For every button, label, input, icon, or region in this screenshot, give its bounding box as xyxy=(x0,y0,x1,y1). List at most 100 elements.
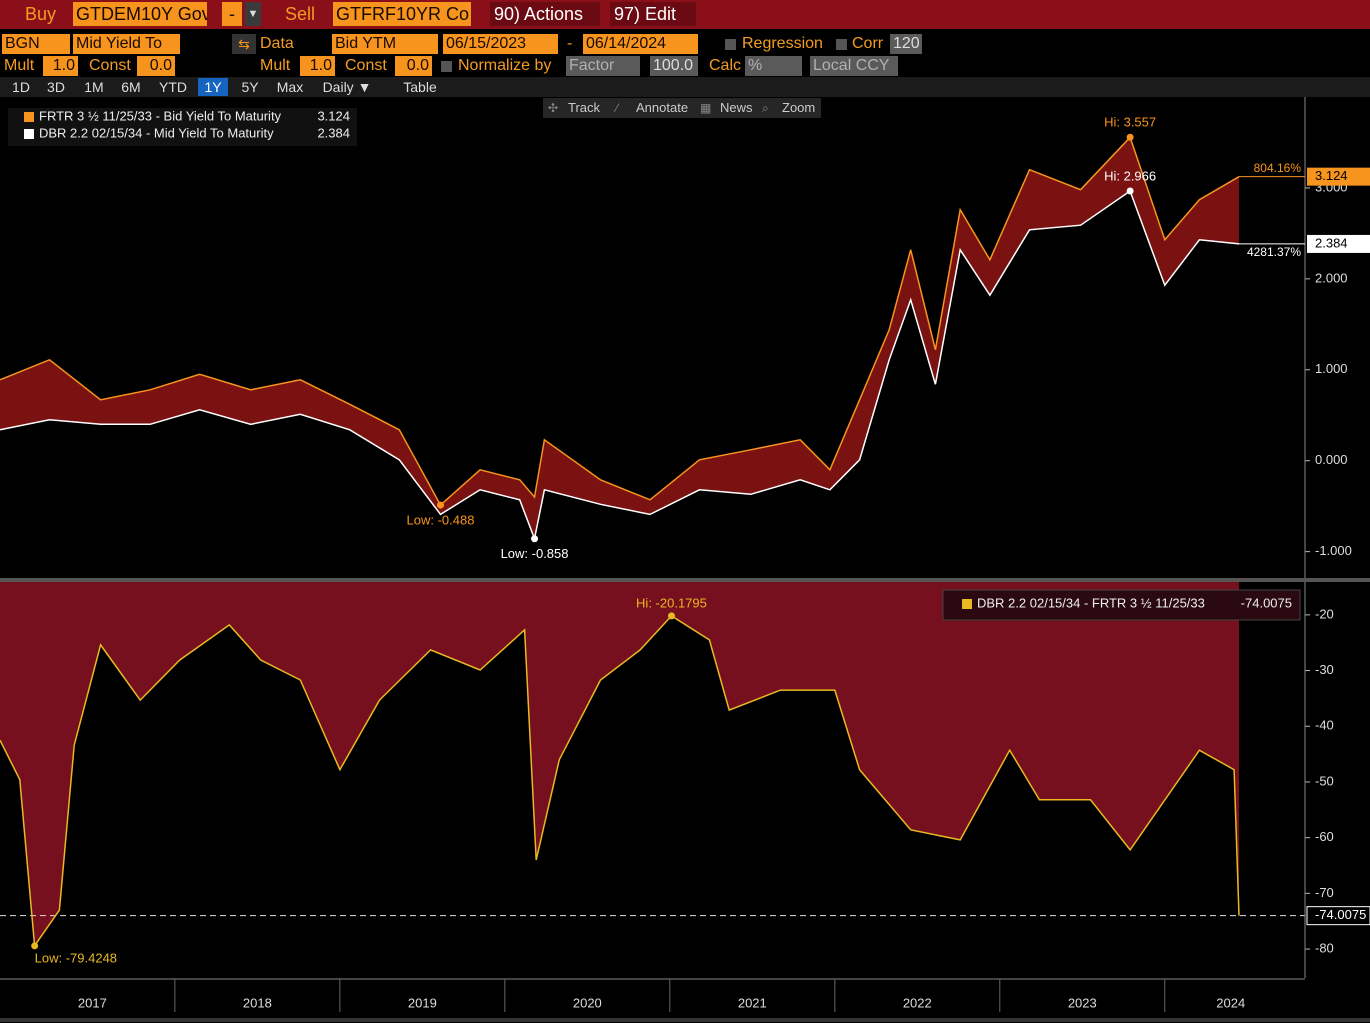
legend-value: 3.124 xyxy=(317,108,350,123)
period-button[interactable]: Max xyxy=(276,79,304,95)
spread-area xyxy=(0,582,1239,946)
last-value-label: -74.0075 xyxy=(1315,907,1366,922)
tool-button[interactable]: Annotate xyxy=(636,100,689,115)
x-tick-label: 2017 xyxy=(78,995,107,1010)
period-button[interactable]: 1D xyxy=(12,79,30,95)
edit-menu[interactable]: 97) Edit xyxy=(610,2,696,26)
const-field[interactable]: 0.0 xyxy=(395,56,432,76)
const-label: Const xyxy=(345,57,387,74)
y-tick-label: 0.000 xyxy=(1315,452,1348,467)
normalize-label: Normalize by xyxy=(458,57,552,74)
data-label: Data xyxy=(260,35,294,52)
period-button[interactable]: Daily ▼ xyxy=(322,79,372,95)
y-tick-label: -60 xyxy=(1315,829,1334,844)
period-button[interactable]: 6M xyxy=(121,79,141,95)
data-icon[interactable]: ⇆ xyxy=(232,34,256,54)
field2[interactable]: Bid YTM xyxy=(332,34,438,54)
period-button[interactable]: 3D xyxy=(47,79,65,95)
calc-label: Calc xyxy=(709,57,742,74)
last-value-box xyxy=(1306,906,1370,926)
legend-box xyxy=(8,108,357,146)
end-date[interactable]: 06/14/2024 xyxy=(583,34,698,54)
sell-label[interactable]: Sell xyxy=(285,4,316,24)
dropdown[interactable]: ▼ xyxy=(245,2,261,26)
period-button[interactable]: Table xyxy=(403,79,437,95)
factor-field[interactable]: Factor xyxy=(566,56,640,76)
legend-label: DBR 2.2 02/15/34 - FRTR 3 ½ 11/25/33 xyxy=(977,595,1205,610)
extreme-label: Low: -79.4248 xyxy=(35,950,117,965)
corr-check[interactable] xyxy=(836,39,847,50)
actions-menu[interactable]: 90) Actions xyxy=(490,2,600,26)
extreme-label: Low: -0.488 xyxy=(407,513,475,528)
period-button[interactable]: 1Y xyxy=(198,78,228,96)
change-label: 804.16% xyxy=(1254,161,1302,175)
spread-band xyxy=(0,137,1239,539)
buy-label[interactable]: Buy xyxy=(25,4,57,24)
factor-value[interactable]: 100.0 xyxy=(650,56,698,76)
legend-swatch xyxy=(24,112,34,122)
legend-swatch xyxy=(24,129,34,139)
x-tick-label: 2019 xyxy=(408,995,437,1010)
last-value-label: 2.384 xyxy=(1315,235,1348,250)
buy-ticker[interactable]: GTDEM10Y Gov xyxy=(73,2,207,26)
change-label: 4281.37% xyxy=(1247,245,1301,259)
x-tick-label: 2024 xyxy=(1216,995,1245,1010)
y-tick-label: -1.000 xyxy=(1315,543,1352,558)
field1[interactable]: Mid Yield To xyxy=(73,34,180,54)
mult-field[interactable]: 1.0 xyxy=(300,56,335,76)
y-tick-label: -80 xyxy=(1315,940,1334,955)
tool-icon: ⌕ xyxy=(762,101,769,115)
sell-ticker[interactable]: GTFRF10YR Co xyxy=(333,2,471,26)
series-line xyxy=(0,135,1240,507)
period-button[interactable]: 1M xyxy=(84,79,104,95)
extreme-marker xyxy=(436,501,444,509)
source-field[interactable]: BGN xyxy=(2,34,70,54)
mult-field[interactable]: 1.0 xyxy=(43,56,78,76)
tool-button[interactable]: Track xyxy=(568,100,601,115)
mult-label: Mult xyxy=(4,57,35,74)
regression-check[interactable] xyxy=(725,39,736,50)
y-tick-label: -20 xyxy=(1315,606,1334,621)
extreme-label: Hi: 3.557 xyxy=(1104,115,1156,130)
extreme-label: Hi: 2.966 xyxy=(1104,168,1156,183)
regression-label: Regression xyxy=(742,35,823,52)
period-bar xyxy=(0,77,1370,97)
legend-value: 2.384 xyxy=(317,125,350,140)
period-button[interactable]: 5Y xyxy=(241,79,259,95)
legend-label: DBR 2.2 02/15/34 - Mid Yield To Maturity xyxy=(39,125,274,140)
const-field[interactable]: 0.0 xyxy=(137,56,175,76)
extreme-label: Hi: -20.1795 xyxy=(636,595,707,610)
tool-icon: ⁄ xyxy=(616,101,619,115)
tool-button[interactable]: News xyxy=(720,100,753,115)
legend-label: FRTR 3 ½ 11/25/33 - Bid Yield To Maturit… xyxy=(39,108,282,123)
minus-button[interactable]: - xyxy=(222,2,242,26)
y-tick-label: -40 xyxy=(1315,718,1334,733)
x-tick-label: 2022 xyxy=(903,995,932,1010)
extreme-marker xyxy=(531,535,539,543)
legend-swatch xyxy=(962,599,972,609)
start-date[interactable]: 06/15/2023 xyxy=(443,34,558,54)
currency-field[interactable]: Local CCY xyxy=(810,56,898,76)
y-tick-label: -30 xyxy=(1315,662,1334,677)
tool-icon: ▦ xyxy=(700,101,712,115)
tool-button[interactable]: Zoom xyxy=(782,100,816,115)
legend-value: -74.0075 xyxy=(1241,595,1292,610)
normalize-check[interactable] xyxy=(441,61,452,72)
y-tick-label: 2.000 xyxy=(1315,270,1348,285)
period-button[interactable]: YTD xyxy=(159,79,187,95)
legend: FRTR 3 ½ 11/25/33 - Bid Yield To Maturit… xyxy=(8,108,357,146)
x-tick-label: 2023 xyxy=(1068,995,1097,1010)
calc-field[interactable]: % xyxy=(745,56,802,76)
series-line xyxy=(0,189,1240,542)
corr-window[interactable]: 120 xyxy=(890,34,922,54)
extreme-marker xyxy=(1126,133,1134,141)
panel-divider xyxy=(0,578,1370,582)
chart-toolbar xyxy=(543,98,821,118)
x-tick-label: 2020 xyxy=(573,995,602,1010)
x-axis-band xyxy=(0,979,1370,1023)
last-value-box xyxy=(1307,167,1370,186)
y-tick-label: -50 xyxy=(1315,773,1334,788)
x-tick-label: 2021 xyxy=(738,995,767,1010)
extreme-marker xyxy=(1126,187,1134,195)
